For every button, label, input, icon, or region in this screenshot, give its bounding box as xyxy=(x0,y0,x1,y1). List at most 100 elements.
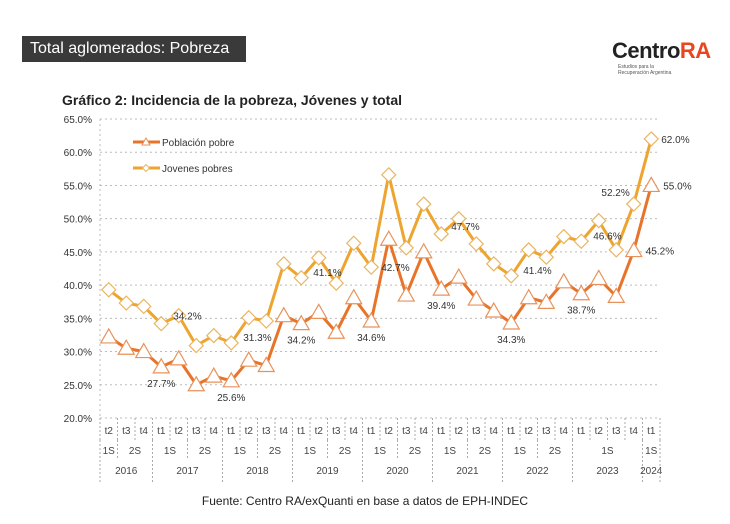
data-label: 39.4% xyxy=(427,301,455,312)
triangle-marker xyxy=(204,366,223,383)
data-label: 62.0% xyxy=(661,135,689,146)
x-semester-label: 1S xyxy=(514,446,527,457)
x-quarter-label: t4 xyxy=(560,426,569,437)
x-semester-label: 1S xyxy=(645,446,658,457)
diamond-marker xyxy=(118,295,135,311)
x-quarter-label: t2 xyxy=(455,426,464,437)
triangle-marker xyxy=(432,279,451,296)
diamond-marker xyxy=(223,335,240,351)
x-year-label: 2017 xyxy=(176,466,199,477)
legend-diamond-icon xyxy=(141,163,151,173)
triangle-marker xyxy=(554,272,573,289)
logo-text-b: RA xyxy=(679,38,711,63)
x-quarter-label: t4 xyxy=(490,426,499,437)
x-semester-label: 1S xyxy=(304,446,317,457)
x-quarter-label: t1 xyxy=(367,426,376,437)
triangle-marker xyxy=(607,287,626,304)
triangle-marker xyxy=(327,323,346,339)
x-quarter-label: t1 xyxy=(297,426,306,437)
triangle-marker xyxy=(537,293,556,309)
diamond-marker xyxy=(433,226,450,242)
triangle-marker xyxy=(414,242,433,259)
y-tick-label: 65.0% xyxy=(64,115,92,126)
legend-triangle-icon xyxy=(141,136,151,146)
diamond-marker xyxy=(573,233,590,250)
diamond-marker xyxy=(135,298,152,315)
centro-ra-logo: CentroRA Estudios para la Recuperación A… xyxy=(612,38,712,78)
x-semester-label: 1S xyxy=(444,446,457,457)
data-label: 42.7% xyxy=(381,263,409,274)
logo-text-a: Centro xyxy=(612,38,680,63)
x-quarter-label: t4 xyxy=(630,426,639,437)
x-quarter-label: t2 xyxy=(105,426,114,437)
triangle-marker xyxy=(449,267,468,284)
x-quarter-label: t1 xyxy=(507,426,516,437)
legend-label: Población pobre xyxy=(162,138,235,149)
x-semester-label: 2S xyxy=(129,446,142,457)
data-label: 41.4% xyxy=(523,266,551,277)
data-label: 34.6% xyxy=(357,333,385,344)
triangle-marker xyxy=(222,371,241,388)
x-quarter-label: t1 xyxy=(647,426,656,437)
diamond-marker xyxy=(293,269,310,286)
data-label: 46.6% xyxy=(593,231,621,242)
x-quarter-label: t4 xyxy=(420,426,429,437)
x-semester-label: 2S xyxy=(269,446,282,457)
triangle-marker xyxy=(257,356,276,373)
triangle-marker xyxy=(274,306,293,323)
data-label: 47.7% xyxy=(451,222,479,233)
triangle-marker xyxy=(467,289,486,306)
y-tick-label: 25.0% xyxy=(64,381,92,392)
x-quarter-label: t3 xyxy=(262,426,271,437)
x-quarter-label: t3 xyxy=(612,426,621,437)
triangle-marker xyxy=(624,241,643,258)
data-label: 34.2% xyxy=(287,336,315,347)
diamond-marker xyxy=(328,275,345,291)
data-label: 38.7% xyxy=(567,306,595,317)
data-label: 27.7% xyxy=(147,379,175,390)
diamond-marker xyxy=(380,166,397,183)
triangle-marker xyxy=(519,288,538,305)
x-semester-label: 2S xyxy=(409,446,422,457)
triangle-marker xyxy=(309,303,328,319)
diamond-marker xyxy=(608,242,625,258)
diamond-marker xyxy=(205,327,222,344)
source-note: Fuente: Centro RA/exQuanti en base a dat… xyxy=(201,494,529,508)
triangle-marker xyxy=(397,285,416,302)
diamond-marker xyxy=(520,242,537,258)
diamond-marker xyxy=(398,240,415,256)
diamond-marker xyxy=(100,281,117,298)
triangle-marker xyxy=(239,350,258,367)
data-label: 34.2% xyxy=(173,312,201,323)
diamond-marker xyxy=(188,337,205,354)
x-quarter-label: t1 xyxy=(437,426,446,437)
diamond-marker xyxy=(555,228,572,245)
x-quarter-label: t2 xyxy=(175,426,184,437)
x-year-label: 2024 xyxy=(640,466,663,477)
diamond-marker xyxy=(590,212,607,229)
data-label: 31.3% xyxy=(243,333,271,344)
y-tick-label: 35.0% xyxy=(64,314,92,325)
diamond-marker xyxy=(345,235,362,252)
triangle-marker xyxy=(117,339,136,355)
diamond-marker xyxy=(415,196,432,212)
triangle-marker xyxy=(344,288,363,305)
triangle-marker xyxy=(134,342,153,359)
x-semester-label: 2S xyxy=(549,446,562,457)
x-quarter-label: t4 xyxy=(350,426,359,437)
x-year-label: 2023 xyxy=(596,466,619,477)
diamond-marker xyxy=(468,236,485,252)
x-semester-label: 1S xyxy=(374,446,387,457)
diamond-marker xyxy=(363,259,380,276)
data-label: 45.2% xyxy=(646,247,674,258)
diamond-marker xyxy=(643,131,660,147)
triangle-marker xyxy=(152,357,171,374)
triangle-marker xyxy=(169,349,188,366)
triangle-marker xyxy=(502,313,521,330)
x-year-label: 2022 xyxy=(526,466,549,477)
x-quarter-label: t4 xyxy=(210,426,219,437)
x-quarter-label: t2 xyxy=(385,426,394,437)
y-tick-label: 50.0% xyxy=(64,215,92,226)
x-semester-label: 1S xyxy=(164,446,177,457)
